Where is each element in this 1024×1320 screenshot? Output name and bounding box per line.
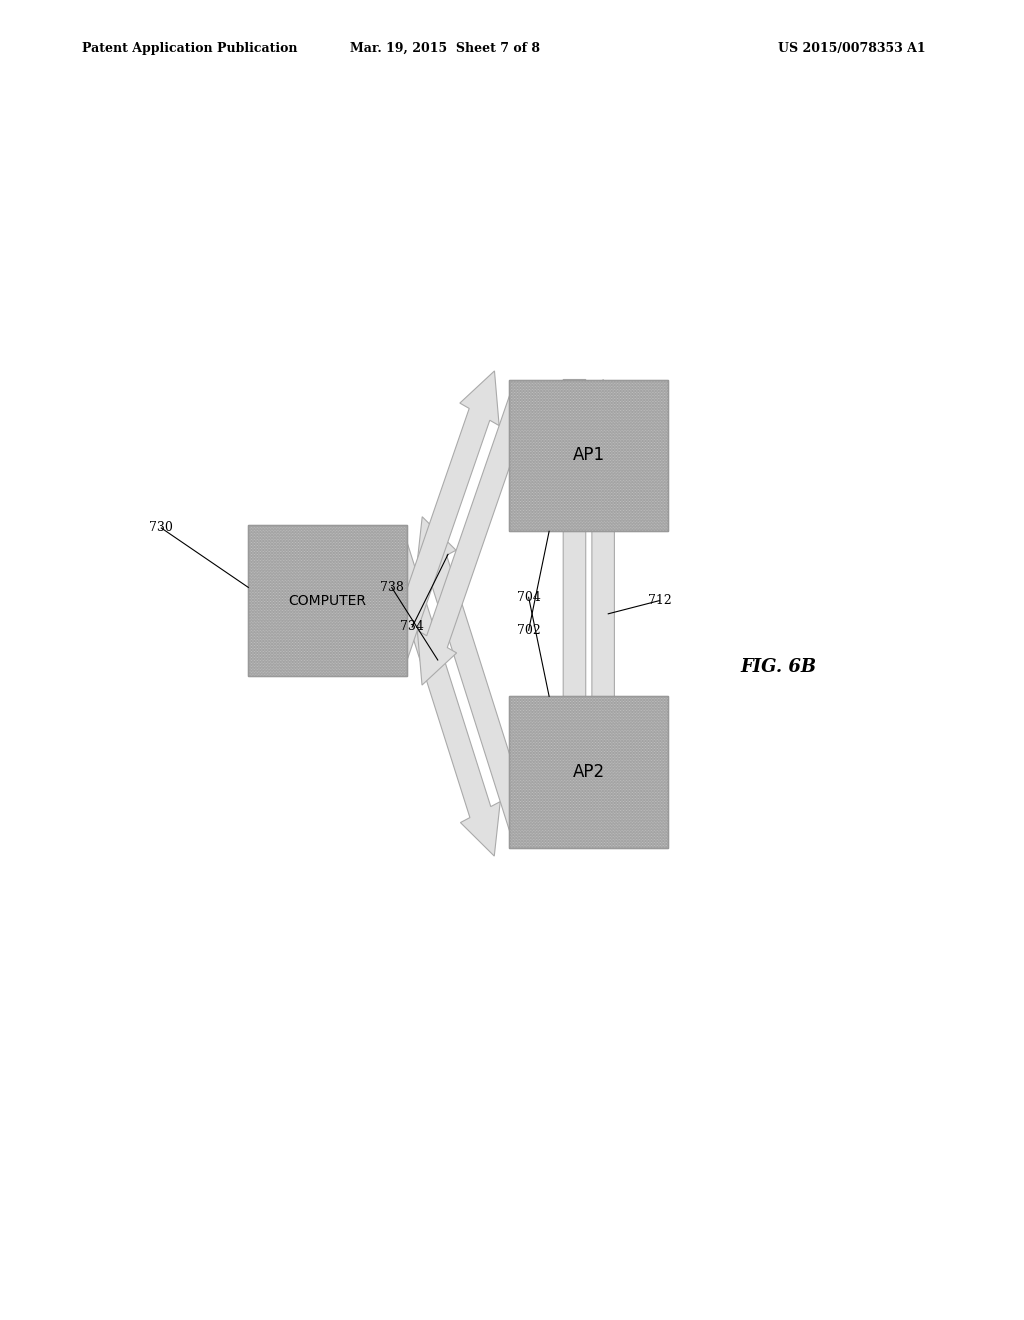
Text: US 2015/0078353 A1: US 2015/0078353 A1 xyxy=(778,42,926,54)
Bar xyxy=(248,524,407,676)
FancyArrow shape xyxy=(554,380,595,849)
Bar xyxy=(509,697,668,849)
Text: 730: 730 xyxy=(150,521,173,535)
Text: AP2: AP2 xyxy=(572,763,605,781)
Text: 734: 734 xyxy=(400,620,424,634)
Text: 712: 712 xyxy=(647,594,672,607)
Bar xyxy=(509,697,668,849)
Text: Mar. 19, 2015  Sheet 7 of 8: Mar. 19, 2015 Sheet 7 of 8 xyxy=(350,42,541,54)
FancyArrow shape xyxy=(382,527,501,857)
Bar xyxy=(509,380,668,531)
Text: 702: 702 xyxy=(517,624,541,636)
FancyArrow shape xyxy=(382,371,499,673)
Text: COMPUTER: COMPUTER xyxy=(289,594,367,607)
FancyArrow shape xyxy=(583,380,624,849)
Bar xyxy=(509,380,668,531)
Text: Patent Application Publication: Patent Application Publication xyxy=(82,42,297,54)
Text: 704: 704 xyxy=(517,591,541,603)
Bar xyxy=(248,524,407,676)
Text: AP1: AP1 xyxy=(572,446,605,465)
FancyArrow shape xyxy=(418,383,535,685)
FancyArrow shape xyxy=(416,516,535,846)
Text: 738: 738 xyxy=(380,581,403,594)
Text: FIG. 6B: FIG. 6B xyxy=(740,657,816,676)
